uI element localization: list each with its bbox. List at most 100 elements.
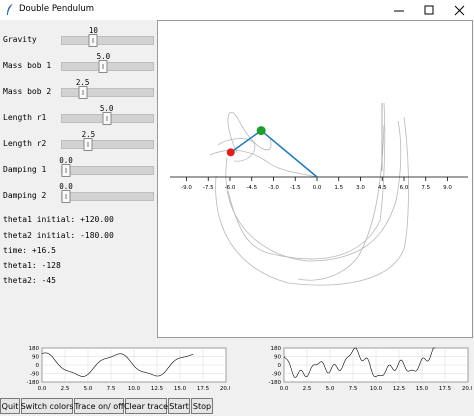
length-r2-value: 2.5 — [81, 130, 96, 139]
gravity-slider-row: Gravity 10 — [0, 24, 157, 50]
x-tick-label: 20.0 — [220, 386, 230, 392]
trace-path — [297, 124, 385, 281]
x-tick-label: -6.0 — [225, 185, 236, 191]
x-tick-label: 1.5 — [334, 185, 343, 191]
x-tick-label: 0.0 — [280, 386, 289, 392]
x-tick-label: 20.0 — [462, 386, 472, 392]
mass-bob-1-value: 5.0 — [96, 52, 111, 61]
x-tick-label: -9.0 — [181, 185, 192, 191]
start-button[interactable]: Start — [168, 398, 190, 414]
x-tick-label: 17.5 — [439, 386, 452, 392]
x-tick-label: 10.0 — [370, 386, 383, 392]
x-tick-label: 9.0 — [443, 185, 452, 191]
length-r1-slider-row: Length r1 5.0 — [0, 102, 157, 128]
x-tick-label: 7.5 — [421, 185, 430, 191]
length-r2-slider-thumb[interactable] — [83, 138, 93, 151]
theta-trace-line — [283, 347, 436, 378]
length-r2-slider-row: Length r2 2.5 — [0, 128, 157, 154]
title-bar: Double Pendulum — [0, 0, 474, 20]
close-icon — [454, 5, 464, 15]
button-bar: Quit Switch colors Trace on/ off Clear t… — [0, 398, 214, 416]
trace-path — [227, 102, 386, 260]
lower-rod — [230, 129, 262, 153]
feather-icon — [7, 4, 13, 15]
damping-2-slider-thumb[interactable] — [61, 190, 71, 203]
y-tick-label: -90 — [272, 372, 281, 378]
x-tick-label: -4.5 — [246, 185, 257, 191]
quit-button[interactable]: Quit — [0, 398, 20, 414]
time-readout: time: +16.5 — [3, 246, 56, 255]
y-tick-label: 0 — [36, 363, 40, 369]
trace-path — [209, 149, 318, 178]
x-tick-label: 3.0 — [356, 185, 365, 191]
clear-trace-button[interactable]: Clear trace — [124, 398, 168, 414]
gravity-slider-thumb[interactable] — [88, 34, 98, 47]
damping-1-label: Damping 1 — [3, 165, 47, 174]
y-tick-label: 90 — [32, 355, 39, 361]
gravity-slider[interactable] — [61, 36, 154, 45]
trace-path — [227, 111, 272, 154]
trace-path — [217, 138, 256, 162]
control-panel: Gravity 10 Mass bob 1 5.0 Mass bob 2 2.5 Lengt… — [0, 20, 157, 340]
minimize-button[interactable] — [384, 0, 414, 20]
x-tick-label: 7.5 — [107, 386, 116, 392]
upper-rod — [260, 130, 318, 178]
close-button[interactable] — [444, 0, 474, 20]
damping-2-label: Damping 2 — [3, 191, 47, 200]
trace-path — [225, 120, 402, 262]
length-r1-value: 5.0 — [99, 104, 114, 113]
stop-button[interactable]: Stop — [191, 398, 213, 414]
x-tick-label: 12.5 — [393, 386, 406, 392]
minimize-icon — [393, 10, 404, 11]
trace-toggle-button[interactable]: Trace on/ off — [74, 398, 124, 414]
theta2-initial-readout: theta2 initial: -180.00 — [3, 231, 114, 240]
theta1-readout: theta1: -128 — [3, 261, 61, 270]
y-tick-label: 0 — [278, 363, 282, 369]
length-r2-slider[interactable] — [61, 140, 154, 149]
y-tick-label: 180 — [29, 346, 40, 352]
x-tick-label: 17.5 — [197, 386, 210, 392]
damping-1-slider[interactable] — [61, 166, 154, 175]
gravity-value: 10 — [88, 26, 98, 35]
maximize-icon — [424, 5, 433, 14]
theta2-plot: 180 90 0 -90 -180 0.0 2.5 5.0 7.5 10.0 12.5 15.0 17.… — [244, 340, 474, 396]
theta2-readout: theta2: -45 — [3, 276, 56, 285]
length-r2-label: Length r2 — [3, 139, 47, 148]
x-tick-label: 15.0 — [416, 386, 429, 392]
theta1-plot: 180 90 0 -90 -180 0.0 2.5 5.0 7.5 10.0 12.5 15.0 17.… — [2, 340, 233, 396]
damping-1-slider-thumb[interactable] — [61, 164, 71, 177]
trace-path — [215, 116, 409, 286]
damping-1-slider-row: Damping 1 0.0 — [0, 154, 157, 180]
x-tick-label: 2.5 — [303, 386, 312, 392]
mass-bob-1-slider-thumb[interactable] — [98, 60, 108, 73]
x-tick-label: 10.0 — [128, 386, 141, 392]
y-tick-label: 180 — [271, 346, 282, 352]
y-tick-label: -180 — [269, 380, 282, 386]
mass-bob-2-slider-thumb[interactable] — [78, 86, 88, 99]
window-title: Double Pendulum — [19, 4, 95, 14]
damping-2-slider-row: Damping 2 0.0 — [0, 180, 157, 206]
bob-1[interactable] — [256, 126, 266, 136]
damping-2-value: 0.0 — [59, 182, 73, 191]
pendulum-canvas[interactable]: -9.0 -7.5 -6.0 -4.5 -3.0 -1.5 0.0 1.5 3.0 4.5 6.0 7… — [157, 20, 473, 338]
x-tick-label: 0.0 — [313, 185, 322, 191]
mass-bob-2-slider-row: Mass bob 2 2.5 — [0, 76, 157, 102]
damping-1-value: 0.0 — [59, 156, 73, 165]
y-tick-label: 90 — [274, 355, 281, 361]
x-tick-label: -7.5 — [203, 185, 214, 191]
damping-2-slider[interactable] — [61, 192, 154, 201]
x-tick-label: -3.0 — [268, 185, 279, 191]
length-r1-slider-thumb[interactable] — [102, 112, 112, 125]
x-tick-label: 15.0 — [174, 386, 187, 392]
y-tick-label: -180 — [27, 380, 40, 386]
x-tick-label: 7.5 — [349, 386, 358, 392]
mass-bob-2-slider[interactable] — [61, 88, 154, 97]
bob-2[interactable] — [226, 148, 235, 157]
x-tick-label: 5.0 — [84, 386, 93, 392]
maximize-button[interactable] — [414, 0, 444, 20]
switch-colors-button[interactable]: Switch colors — [21, 398, 73, 414]
x-tick-label: 2.5 — [61, 386, 70, 392]
mass-bob-2-value: 2.5 — [75, 78, 90, 87]
x-tick-label: 5.0 — [326, 386, 335, 392]
x-tick-label: 6.0 — [400, 185, 409, 191]
